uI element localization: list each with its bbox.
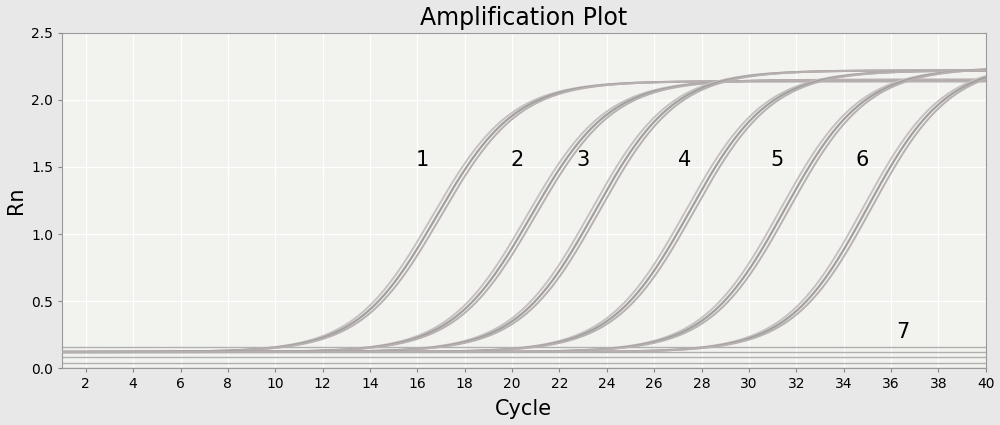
Text: 6: 6 [856,150,869,170]
Text: 7: 7 [896,322,909,342]
Text: 3: 3 [576,150,590,170]
Text: 4: 4 [678,150,692,170]
Text: 1: 1 [415,150,429,170]
Text: 5: 5 [771,150,784,170]
X-axis label: Cycle: Cycle [495,400,552,419]
Y-axis label: Rn: Rn [6,187,26,214]
Title: Amplification Plot: Amplification Plot [420,6,628,30]
Text: 2: 2 [510,150,523,170]
